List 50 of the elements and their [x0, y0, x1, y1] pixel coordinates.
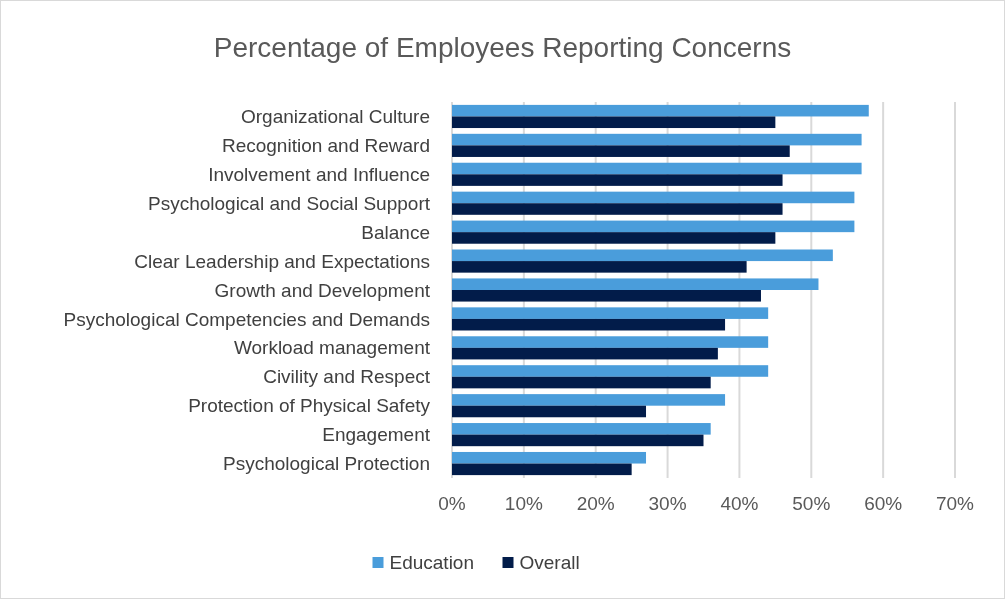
y-tick-label: Psychological Protection — [223, 453, 430, 475]
bar — [452, 423, 711, 435]
y-tick-label: Organizational Culture — [240, 106, 430, 128]
y-tick-label: Psychological Competencies and Demands — [63, 308, 430, 330]
x-tick-label: 40% — [720, 493, 759, 514]
x-tick-label: 0% — [438, 493, 466, 514]
y-tick-label: Clear Leadership and Expectations — [134, 250, 430, 272]
y-tick-label: Protection of Physical Safety — [188, 395, 431, 417]
chart-title: Percentage of Employees Reporting Concerns — [213, 32, 792, 63]
y-tick-label: Balance — [361, 221, 430, 243]
bar — [452, 261, 747, 273]
y-tick-label: Growth and Development — [214, 279, 431, 301]
bar — [452, 203, 783, 215]
bar — [452, 162, 862, 175]
x-tick-label: 70% — [935, 493, 975, 514]
x-tick-label: 60% — [864, 493, 903, 514]
bar — [452, 116, 776, 129]
bar — [452, 434, 704, 447]
bar — [452, 220, 855, 233]
bar — [452, 307, 769, 319]
y-tick-label: Civility and Respect — [263, 366, 431, 388]
x-tick-label: 20% — [576, 493, 615, 514]
bar — [452, 318, 726, 331]
bar — [452, 249, 833, 262]
bar — [452, 104, 869, 117]
y-tick-label: Engagement — [322, 424, 431, 446]
legend-label: Education — [389, 551, 475, 573]
bar — [452, 405, 647, 418]
bar — [452, 290, 761, 302]
bar — [452, 463, 632, 476]
bar — [452, 232, 776, 244]
y-tick-label: Psychological and Social Support — [147, 192, 431, 214]
x-tick-label: 50% — [792, 493, 831, 514]
y-tick-label: Recognition and Reward — [221, 135, 430, 157]
bar — [452, 278, 819, 290]
bar — [452, 365, 769, 377]
bar — [452, 174, 783, 186]
bar — [452, 191, 855, 204]
legend-label: Overall — [519, 551, 580, 573]
bar — [452, 133, 862, 146]
bar — [452, 451, 647, 464]
x-tick-label: 10% — [504, 493, 543, 514]
y-tick-label: Workload management — [233, 337, 431, 359]
bar — [452, 376, 711, 389]
bar — [452, 145, 790, 157]
bar — [452, 347, 718, 360]
bar — [452, 336, 769, 348]
y-tick-label: Involvement and Influence — [208, 163, 430, 185]
bar — [452, 394, 726, 406]
x-tick-label: 30% — [648, 493, 687, 514]
